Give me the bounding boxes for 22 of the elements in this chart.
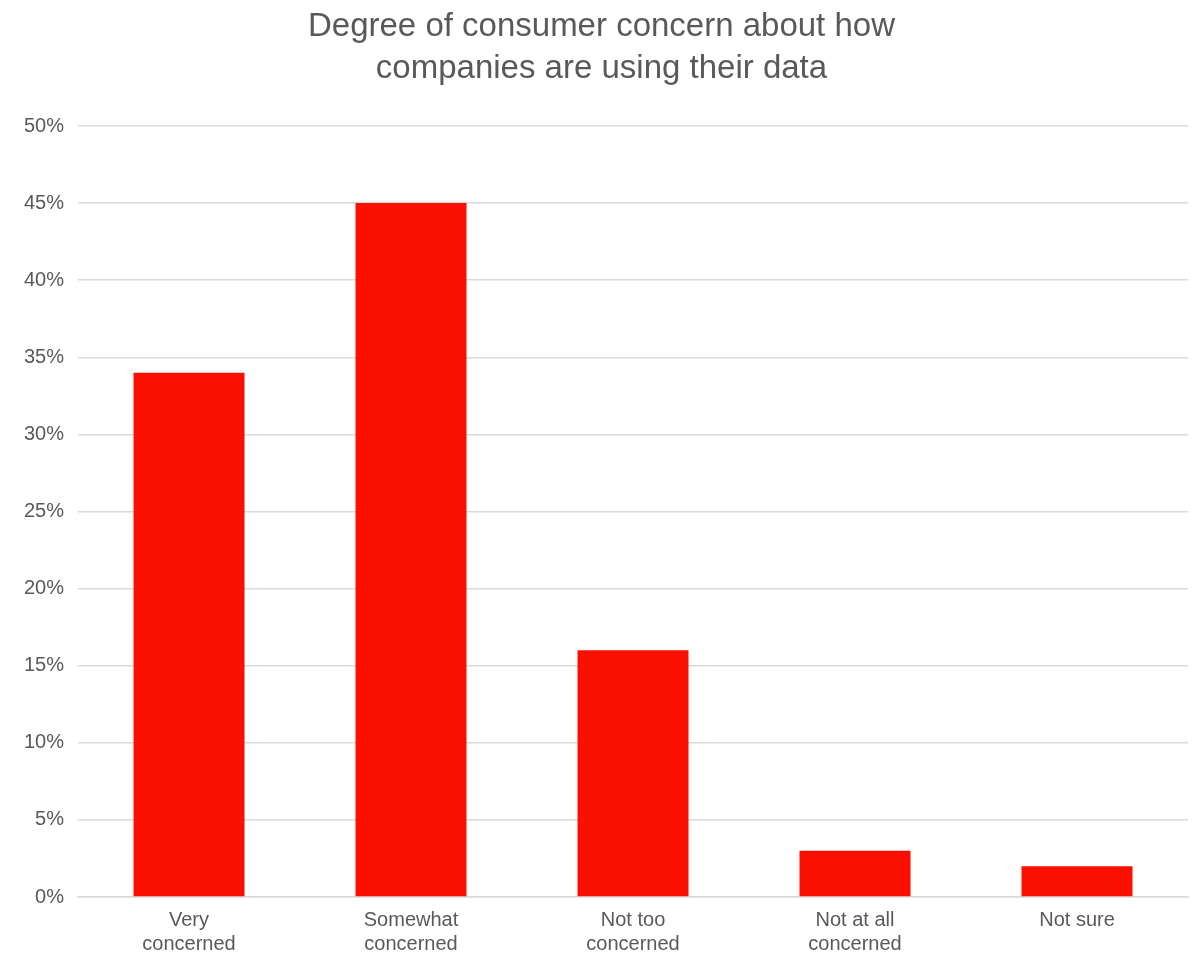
bar [799, 850, 911, 897]
y-tick-label: 20% [24, 576, 65, 599]
y-tick-label: 5% [35, 807, 65, 830]
x-tick-label: Very concerned [142, 907, 236, 954]
bar [1021, 866, 1133, 897]
y-tick-label: 25% [24, 499, 65, 522]
bar [577, 650, 689, 897]
y-tick-label: 45% [24, 190, 65, 213]
y-tick-label: 50% [24, 113, 65, 136]
y-tick-label: 40% [24, 267, 65, 290]
bar [133, 372, 245, 897]
x-tick-label: Not at all concerned [808, 907, 902, 954]
x-tick-label: Somewhat concerned [363, 907, 459, 954]
y-tick-label: 35% [24, 344, 65, 367]
y-tick-label: 30% [24, 421, 65, 444]
y-tick-label: 15% [24, 653, 65, 676]
y-tick-label: 0% [35, 884, 65, 907]
x-tick-label: Not sure [1039, 907, 1115, 930]
y-tick-label: 10% [24, 730, 65, 753]
x-tick-label: Not too concerned [586, 907, 680, 954]
chart-title: Degree of consumer concern about how companies are using their data [307, 5, 896, 87]
bar [355, 203, 467, 897]
